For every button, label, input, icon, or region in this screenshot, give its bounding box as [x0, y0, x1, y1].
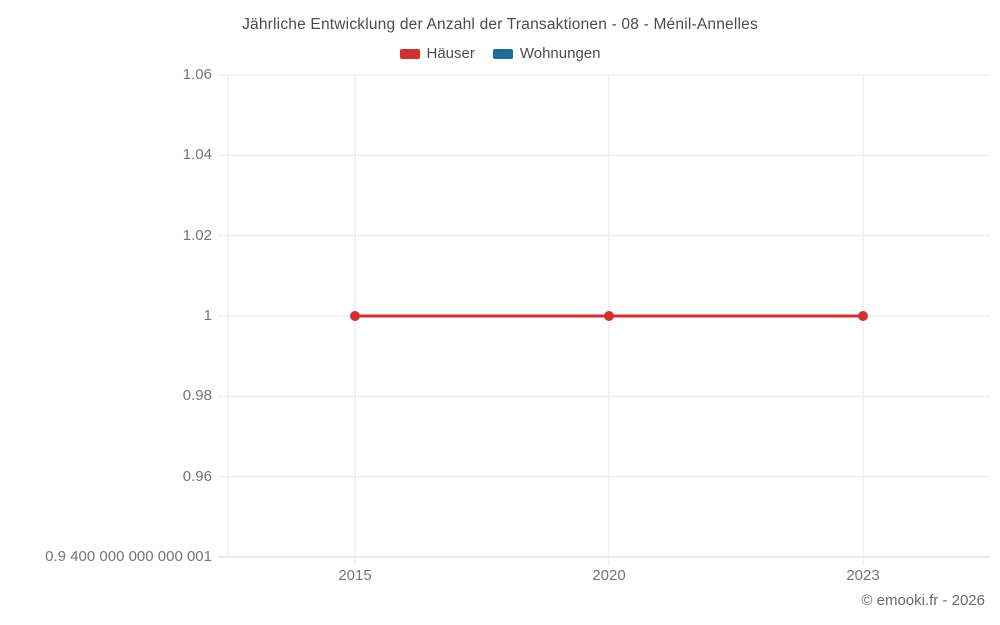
y-tick-label: 0.98 — [182, 387, 212, 405]
legend-swatch-wohnungen — [492, 48, 513, 59]
legend-item-wohnungen[interactable]: Wohnungen — [492, 45, 601, 62]
chart-title: Jährliche Entwicklung der Anzahl der Tra… — [242, 16, 758, 33]
x-tick-label: 2015 — [338, 567, 372, 584]
data-point — [604, 311, 614, 321]
y-tick-label: 0.9 400 000 000 000 001 — [45, 548, 212, 565]
x-tick-label: 2020 — [592, 567, 626, 584]
y-tick-label: 1.06 — [182, 66, 212, 83]
y-tick-label: 1 — [203, 307, 212, 324]
legend-label: Wohnungen — [519, 45, 601, 62]
y-tick-label: 1.02 — [182, 226, 212, 244]
data-point — [858, 311, 868, 321]
data-point — [350, 311, 360, 321]
x-tick-label: 2023 — [846, 567, 880, 584]
legend-swatch-huser — [399, 48, 420, 59]
copyright-note: © emooki.fr - 2026 — [861, 592, 985, 609]
chart-legend: Häuser Wohnungen — [0, 45, 1000, 62]
y-tick-label: 1.04 — [182, 146, 212, 164]
legend-item-huser[interactable]: Häuser — [399, 45, 475, 62]
y-tick-label: 0.96 — [182, 467, 212, 485]
legend-label: Häuser — [426, 45, 475, 62]
